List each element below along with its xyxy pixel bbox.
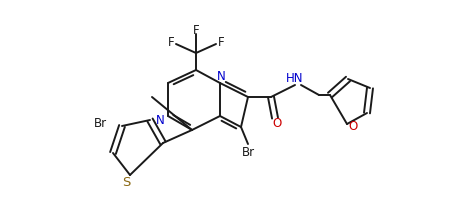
Text: F: F	[167, 36, 174, 50]
Text: N: N	[155, 114, 164, 128]
Text: S: S	[121, 175, 130, 189]
Text: O: O	[348, 120, 357, 133]
Text: O: O	[272, 118, 281, 130]
Text: HN: HN	[286, 72, 303, 84]
Text: Br: Br	[93, 118, 106, 130]
Text: F: F	[192, 23, 199, 36]
Text: Br: Br	[241, 145, 254, 158]
Text: N: N	[216, 69, 225, 82]
Text: F: F	[217, 36, 224, 50]
